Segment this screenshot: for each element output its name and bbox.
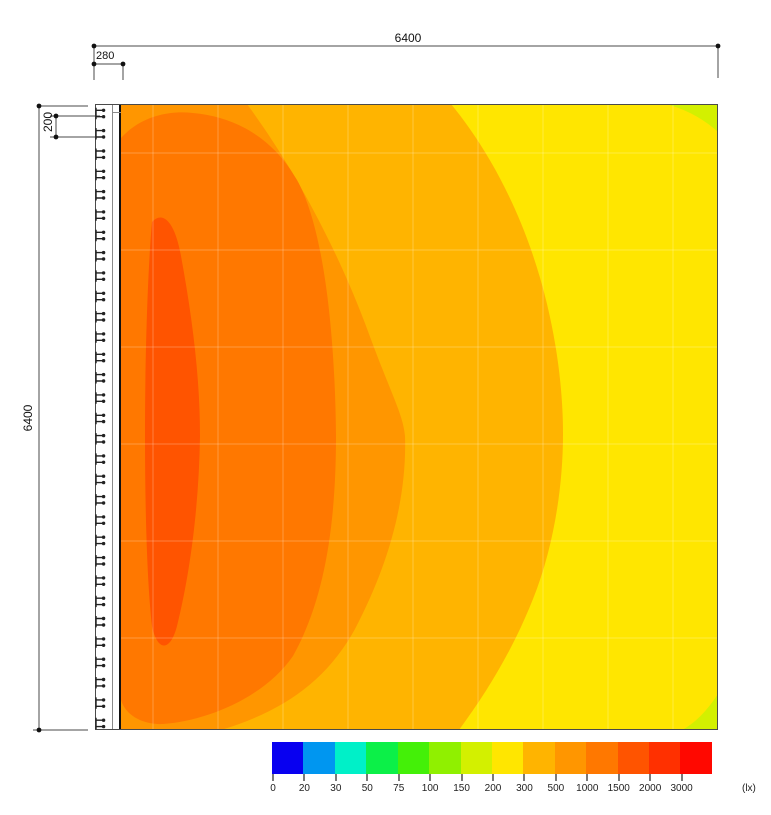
- legend-swatch: [491, 742, 524, 774]
- luminaire-symbol: [95, 636, 106, 648]
- luminaire-symbol: [95, 107, 106, 120]
- legend-swatch: [397, 742, 430, 774]
- legend-tick: [492, 774, 494, 781]
- dim-label-width-total: 6400: [394, 31, 422, 45]
- legend-tick: [366, 774, 369, 781]
- legend-unit-label: (lx): [742, 783, 756, 794]
- luminaire-symbol: [95, 412, 106, 425]
- luminaire-symbols: [95, 107, 106, 730]
- luminaire-symbol: [95, 575, 106, 587]
- legend-tick-label: 100: [421, 783, 439, 794]
- legend-tick: [460, 774, 463, 781]
- legend-tick-label: 3000: [670, 783, 693, 794]
- luminaire-symbol: [95, 697, 106, 709]
- legend-tick: [303, 774, 306, 781]
- contour-band-1500-2000-core: [145, 217, 200, 646]
- legend-tick-label: 30: [330, 783, 342, 794]
- legend-tick-label: 20: [298, 783, 310, 794]
- legend-swatch: [586, 742, 618, 774]
- legend-swatch: [680, 742, 712, 774]
- legend-tick-label: 300: [516, 783, 533, 794]
- luminaire-symbol: [95, 128, 106, 140]
- legend-tick-label: 1000: [576, 783, 599, 794]
- legend-color-bar: [272, 742, 712, 774]
- luminaire-symbol: [95, 494, 106, 506]
- dim-label-strip-offset: 280: [96, 50, 115, 62]
- luminaire-symbol: [95, 250, 106, 262]
- legend-swatch: [554, 742, 587, 774]
- dimension-lines: [33, 45, 719, 731]
- legend-tick-label: 500: [547, 783, 565, 794]
- legend-swatch: [366, 742, 398, 774]
- legend-tick-label: 200: [484, 783, 502, 794]
- luminaire-symbol: [95, 392, 106, 404]
- contour-svg: [121, 104, 718, 730]
- legend-tick-label: 2000: [639, 783, 662, 794]
- wall-strip-divider-line: [112, 104, 113, 730]
- luminaire-symbol: [95, 555, 106, 567]
- legend-swatch: [649, 742, 681, 774]
- luminaire-symbol: [95, 168, 106, 181]
- legend-swatch: [272, 742, 304, 774]
- wall-strip-cap-line: [112, 112, 121, 113]
- luminaire-symbol: [95, 534, 106, 547]
- contour-plot-area: [121, 104, 718, 730]
- legend-tick-label: 150: [453, 783, 470, 794]
- legend-tick-label: 1500: [607, 783, 630, 794]
- luminaire-symbol: [95, 433, 106, 445]
- luminaire-symbol: [95, 514, 106, 526]
- legend-tick: [680, 774, 683, 781]
- luminaire-symbol: [95, 453, 106, 465]
- luminaire-symbol: [95, 189, 106, 201]
- dim-label-fixture-pitch: 200: [41, 112, 55, 133]
- luminaire-symbol: [95, 351, 106, 364]
- legend-swatch: [460, 742, 492, 774]
- legend-swatch: [334, 742, 367, 774]
- luminaire-symbol: [95, 290, 106, 303]
- legend-tick: [523, 774, 526, 781]
- luminaire-symbol: [95, 270, 106, 282]
- luminaire-symbol: [95, 148, 106, 160]
- luminaire-symbol: [95, 656, 106, 669]
- luminaire-symbol: [95, 229, 106, 242]
- luminaire-symbol: [95, 677, 106, 689]
- luminaire-symbol: [95, 616, 106, 628]
- legend-tick: [429, 774, 432, 781]
- luminaire-symbol: [95, 595, 106, 608]
- legend-swatch: [617, 742, 650, 774]
- luminaire-symbol: [95, 311, 106, 323]
- illuminance-legend: 0 20 30 50 75 100 150 200 300 500 1000 1500 2000 3000…: [270, 742, 771, 802]
- dimension-dots: [36, 43, 721, 733]
- luminaire-symbol: [95, 209, 106, 221]
- dim-label-height-total: 6400: [21, 404, 35, 432]
- legend-tick: [586, 774, 589, 781]
- luminaire-symbol: [95, 331, 106, 343]
- legend-tick: [617, 774, 620, 781]
- legend-tick: [272, 774, 274, 781]
- measurement-grid: [121, 104, 718, 730]
- contour-band-150-200-bottom-right: [682, 694, 718, 730]
- contour-band-150-200-top-right: [666, 104, 718, 132]
- legend-tick-label: 0: [270, 783, 276, 794]
- legend-tick-label: 50: [361, 783, 373, 794]
- luminaire-symbol: [95, 473, 106, 486]
- legend-tick-label: 75: [393, 783, 405, 794]
- luminaire-symbol: [95, 717, 106, 730]
- legend-tick: [649, 774, 652, 781]
- legend-tick: [554, 774, 557, 781]
- legend-tick: [397, 774, 400, 781]
- luminaire-symbol: [95, 372, 106, 384]
- legend-tick: [334, 774, 337, 781]
- legend-swatch: [429, 742, 461, 774]
- legend-swatch: [303, 742, 335, 774]
- legend-swatch: [523, 742, 555, 774]
